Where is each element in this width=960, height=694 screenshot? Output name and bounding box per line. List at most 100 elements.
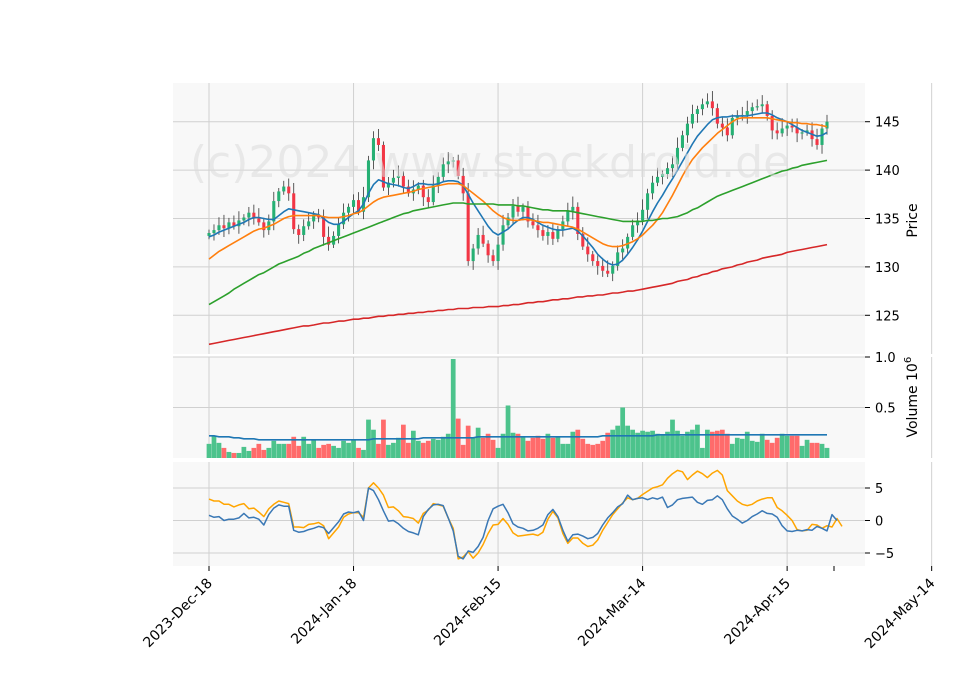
volume-bar [480, 437, 486, 458]
candle-body [631, 225, 635, 237]
price-axis-label: Price [905, 203, 921, 237]
candle-body [207, 233, 211, 236]
volume-bar [690, 429, 695, 458]
volume-bar [261, 449, 267, 458]
volume-bar [545, 433, 551, 458]
volume-bar [824, 447, 830, 458]
volume-bar [306, 443, 312, 458]
volume-bar [794, 435, 800, 458]
volume-bar [510, 432, 516, 458]
candle-body [775, 130, 779, 134]
moving-average-line [208, 159, 828, 306]
candle-body [491, 255, 495, 262]
volume-bar [714, 430, 720, 458]
y-tick-label: 140 [875, 164, 900, 179]
volume-bar [405, 442, 411, 458]
panel-background [173, 462, 865, 566]
candle-body [546, 232, 550, 236]
candle-body [426, 197, 430, 203]
volume-bar [754, 441, 760, 458]
price-panel: 125 130 135 140 145 Price [173, 83, 933, 354]
volume-bar [396, 437, 401, 458]
candle-body [551, 232, 555, 239]
candle-body [646, 193, 650, 210]
volume-bar [660, 434, 665, 458]
volume-bar [246, 450, 252, 458]
candle-body [611, 265, 615, 274]
volume-bar [580, 438, 586, 458]
candle-body [297, 229, 301, 235]
x-axis: 2023-Dec-18 2024-Jan-18 2024-Feb-15 2024-Ma… [140, 566, 939, 652]
volume-bar [376, 443, 381, 458]
volume-bar [331, 445, 336, 458]
volume-bar [296, 445, 302, 458]
candle-body [312, 214, 316, 222]
candle-body [621, 248, 625, 253]
candle-body [715, 108, 719, 124]
volume-bar [485, 433, 491, 458]
volume-bar [630, 429, 635, 458]
candle-body [825, 121, 829, 129]
x-tick-label: 2024-Apr-15 [721, 576, 794, 649]
volume-bar [814, 442, 820, 458]
volume-bar [251, 447, 257, 458]
candle-body [386, 182, 390, 188]
volume-bar [764, 439, 770, 458]
volume-bar [391, 442, 396, 458]
volume-bar [695, 424, 700, 458]
candle-body [416, 185, 420, 190]
candle-body [232, 222, 236, 227]
candle-body [725, 127, 729, 136]
candle-body [257, 218, 261, 223]
candle-body [616, 252, 620, 266]
candle-body [371, 138, 376, 161]
moving-average-line [208, 117, 828, 260]
volume-bar [371, 429, 376, 458]
candle-body [262, 222, 266, 231]
volume-bar [739, 438, 745, 458]
candle-body [541, 230, 545, 236]
volume-bar [321, 444, 326, 458]
candle-body [685, 123, 689, 136]
candle-body [351, 200, 356, 207]
volume-bar [809, 442, 815, 458]
volume-bar [231, 452, 237, 458]
volume-bar [401, 424, 406, 458]
volume-bar [719, 429, 725, 458]
candle-body [391, 177, 395, 183]
volume-bar [415, 440, 421, 458]
volume-bar [341, 440, 346, 458]
volume-bar [435, 439, 441, 458]
candle-body [342, 212, 346, 225]
indicator-panel: −5 0 5 [173, 462, 933, 566]
volume-bar [221, 447, 227, 458]
volume-bar [530, 437, 536, 458]
candle-body [521, 206, 525, 212]
volume-bar [326, 443, 331, 458]
candle-body [366, 160, 371, 198]
volume-bar [550, 437, 556, 458]
x-tick-label: 2024-Feb-15 [431, 576, 505, 650]
volume-bar [211, 435, 217, 458]
volume-bar [450, 359, 456, 458]
candle-body [591, 254, 595, 262]
volume-bar [286, 443, 292, 458]
volume-bar [440, 436, 446, 458]
volume-bar [819, 443, 825, 458]
candle-body [581, 233, 585, 247]
candle-body [800, 132, 804, 134]
candle-body [376, 138, 380, 145]
candle-body [406, 186, 410, 194]
volume-bar [206, 443, 212, 458]
candle-body [586, 246, 590, 255]
volume-bar [734, 437, 740, 458]
volume-bar [759, 433, 765, 458]
y-tick-label: 125 [875, 309, 900, 324]
candle-body [466, 193, 470, 262]
volume-bar [475, 427, 481, 458]
candle-body [516, 205, 520, 212]
volume-bar [650, 430, 655, 458]
candle-body [735, 115, 739, 118]
y-tick-label: 0.5 [875, 402, 896, 417]
